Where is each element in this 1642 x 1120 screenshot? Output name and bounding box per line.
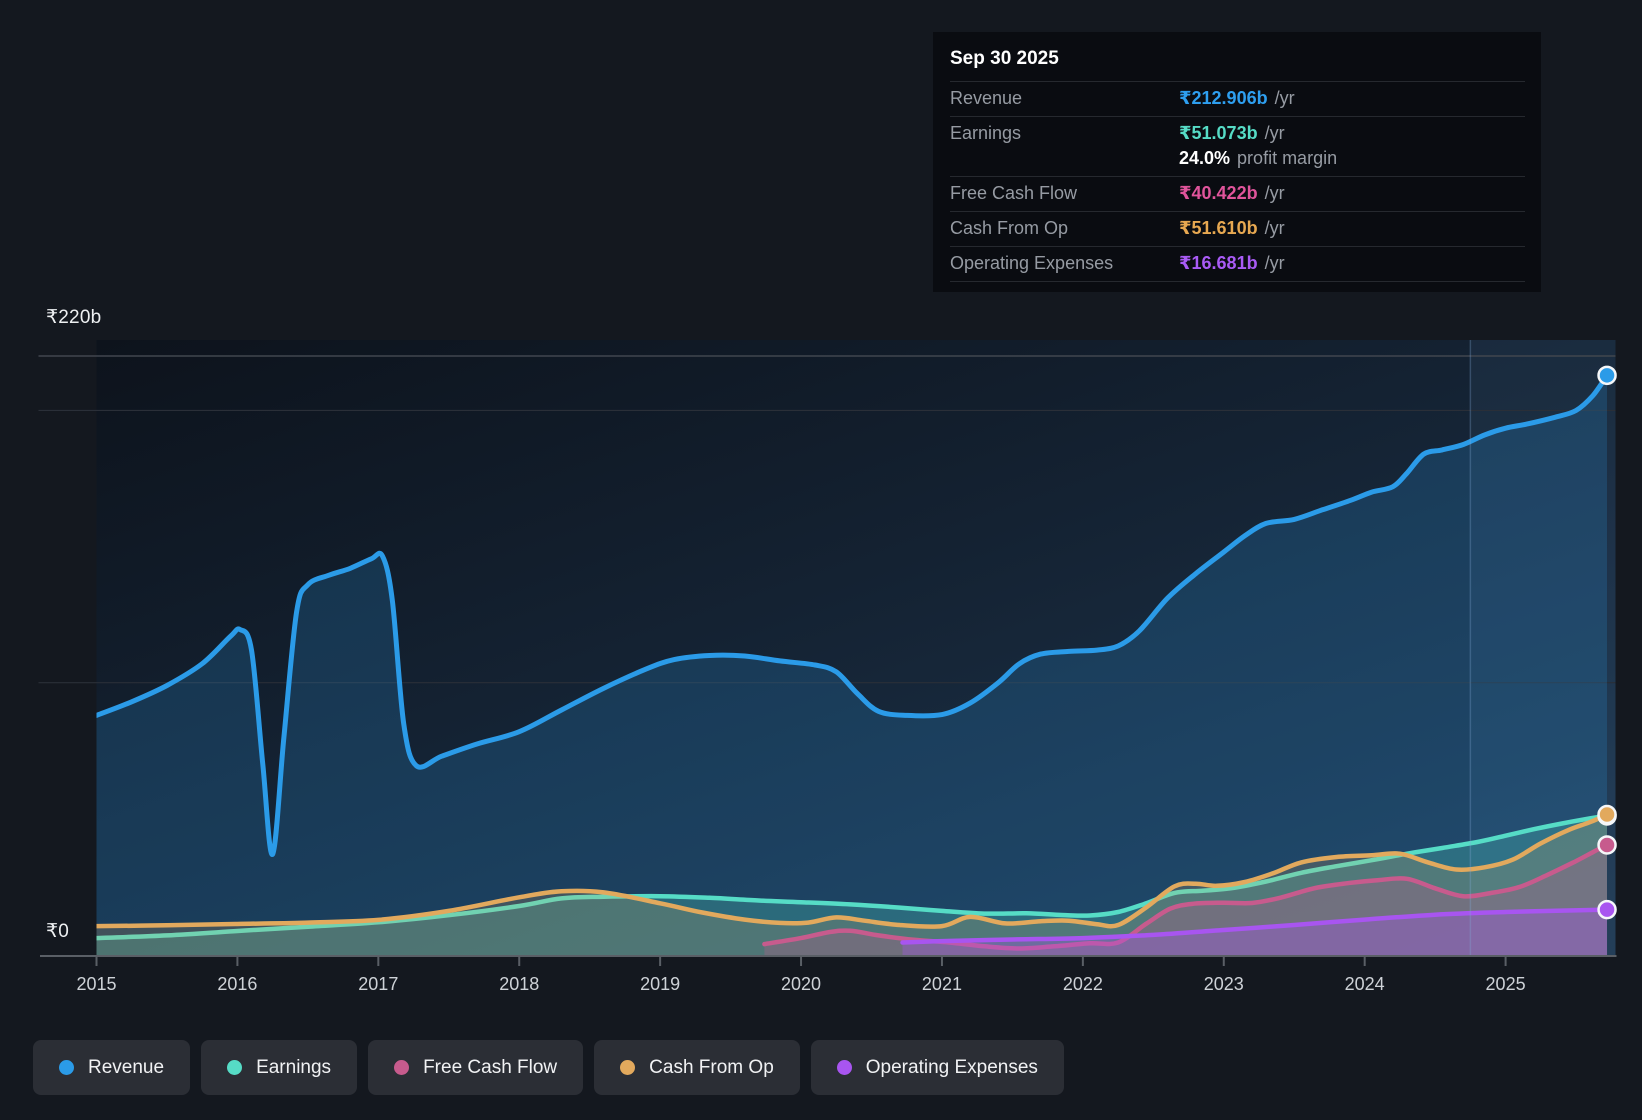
revenue-line (96, 372, 1610, 857)
fcf-end-marker[interactable] (1597, 835, 1617, 855)
x-axis: 2015 2016 2017 2018 2019 2020 2021 2022 2023 2024… (0, 974, 1642, 1004)
tooltip-row-label: Free Cash Flow (950, 183, 1078, 203)
legend-item-revenue[interactable]: Revenue (33, 1040, 191, 1095)
cash_from_op-area (96, 814, 1608, 955)
legend-item-label: Operating Expenses (865, 1056, 1038, 1078)
tooltip-row-label: Earnings (950, 123, 1022, 143)
legend-item-label: Free Cash Flow (423, 1056, 558, 1078)
tooltip-row-profit-margin: 24.0% profit margin (950, 145, 1525, 177)
tooltip-row-label: Revenue (950, 88, 1023, 108)
earnings-area (96, 815, 1608, 955)
cash_from_op-legend-dot-icon (620, 1060, 636, 1075)
tooltip-row-value: ₹40.422b/yr (1179, 183, 1285, 203)
x-axis-label-2021: 2021 (921, 974, 962, 994)
y-axis-label-max: ₹220b (46, 307, 102, 328)
fcf-legend-dot-icon (394, 1060, 410, 1075)
revenue-area (96, 375, 1608, 955)
fcf-line (762, 842, 1610, 951)
opex-area (902, 909, 1608, 955)
x-axis-label-2020: 2020 (781, 974, 822, 994)
opex-line (900, 907, 1610, 945)
tooltip-row-revenue: Revenue ₹212.906b/yr (950, 82, 1525, 117)
tooltip-row-value: ₹16.681b/yr (1179, 253, 1285, 273)
earnings-legend-dot-icon (227, 1060, 243, 1075)
tooltip-row-cash-from-op: Cash From Op ₹51.610b/yr (950, 212, 1525, 247)
x-axis-label-2023: 2023 (1203, 974, 1244, 994)
tooltip-row-label: Cash From Op (950, 218, 1069, 238)
tooltip-row-value: ₹212.906b/yr (1179, 88, 1295, 108)
legend-item-label: Earnings (256, 1056, 332, 1078)
legend-item-earnings[interactable]: Earnings (201, 1040, 358, 1095)
tooltip-row-label: Operating Expenses (950, 253, 1114, 273)
legend-item-label: Revenue (88, 1056, 165, 1078)
legend: Revenue Earnings Free Cash Flow Cash From O… (33, 1040, 1064, 1095)
tooltip-row-earnings: Earnings ₹51.073b/yr (950, 117, 1525, 145)
y-axis-label-zero: ₹0 (46, 921, 70, 942)
cash_from_op-end-marker[interactable] (1597, 804, 1617, 825)
earnings-line (96, 813, 1610, 941)
x-axis-label-2024: 2024 (1344, 974, 1385, 994)
tooltip-row-value: ₹51.073b/yr (1179, 123, 1285, 143)
legend-item-cash_from_op[interactable]: Cash From Op (594, 1040, 800, 1095)
opex-legend-dot-icon (836, 1060, 852, 1075)
revenue-legend-dot-icon (59, 1060, 74, 1075)
tooltip-row-free-cash-flow: Free Cash Flow ₹40.422b/yr (950, 177, 1525, 212)
x-axis-label-2019: 2019 (640, 974, 681, 994)
legend-item-opex[interactable]: Operating Expenses (810, 1040, 1064, 1095)
x-axis-label-2015: 2015 (76, 974, 117, 994)
tooltip-row-value: ₹51.610b/yr (1179, 218, 1285, 238)
revenue-end-marker[interactable] (1597, 365, 1617, 386)
x-axis-label-2018: 2018 (499, 974, 540, 994)
tooltip-row-value: 24.0% profit margin (1179, 148, 1338, 168)
x-axis-label-2016: 2016 (217, 974, 258, 994)
legend-item-fcf[interactable]: Free Cash Flow (368, 1040, 584, 1095)
opex-end-marker[interactable] (1597, 899, 1617, 920)
x-axis-label-2022: 2022 (1062, 974, 1103, 994)
tooltip: Sep 30 2025 Revenue ₹212.906b/yr Earning… (933, 32, 1541, 292)
x-axis-label-2017: 2017 (358, 974, 399, 994)
cash_from_op-line (96, 812, 1610, 929)
x-axis-label-2025: 2025 (1485, 974, 1526, 994)
fcf-area (764, 844, 1608, 955)
legend-item-label: Cash From Op (649, 1056, 774, 1078)
plot-background-glow (96, 340, 1616, 955)
tooltip-date: Sep 30 2025 (950, 42, 1525, 82)
tooltip-row-operating-expenses: Operating Expenses ₹16.681b/yr (950, 247, 1525, 282)
